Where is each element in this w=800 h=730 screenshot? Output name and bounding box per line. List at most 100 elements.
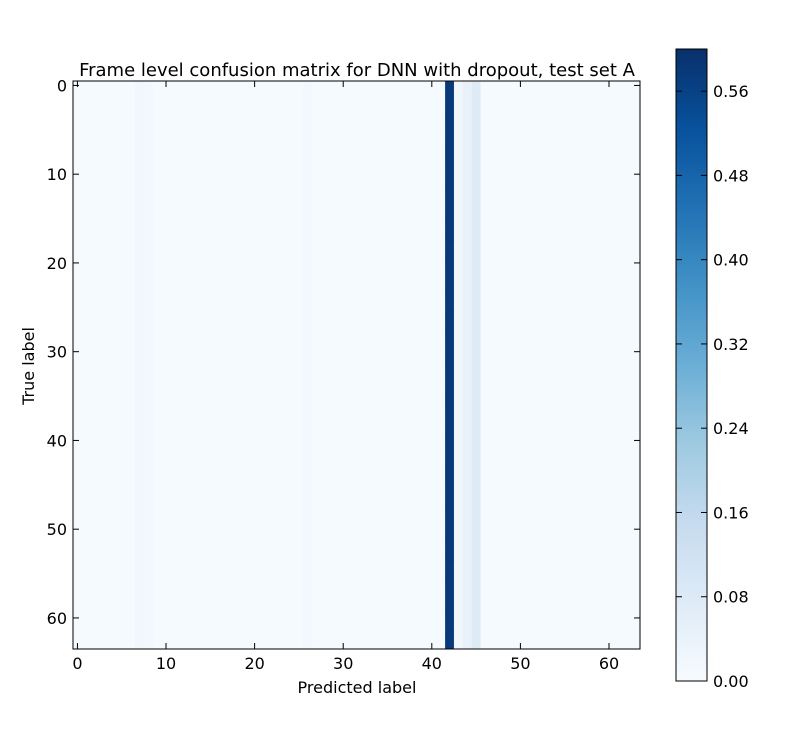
heatmap-cell [631,134,641,144]
heatmap-cell [223,240,233,251]
heatmap-cell [622,515,632,526]
heatmap-cell [400,471,411,481]
heatmap-cell [303,604,313,614]
heatmap-cell [436,223,446,233]
heatmap-cell [338,471,349,481]
heatmap-cell [347,515,357,526]
heatmap-cell [73,515,83,526]
heatmap-cell [383,302,393,313]
heatmap-cell [223,542,233,552]
heatmap-cell [498,205,508,215]
heatmap-cell [586,436,597,446]
heatmap-cell [400,480,411,490]
heatmap-cell [232,302,242,313]
heatmap-cell [135,152,145,162]
heatmap-cell [214,631,225,641]
heatmap-cell [285,542,295,552]
heatmap-cell [365,631,375,641]
heatmap-cell [577,560,588,570]
heatmap-cell [577,427,588,437]
heatmap-cell [560,302,570,313]
heatmap-cell [418,453,428,464]
heatmap-cell [400,400,411,410]
heatmap-cell [197,542,207,552]
heatmap-cell [462,205,473,215]
heatmap-cell [338,302,349,313]
heatmap-cell [604,613,614,623]
heatmap-cell [560,143,570,153]
heatmap-cell [560,214,570,224]
heatmap-cell [135,427,145,437]
heatmap-cell [391,143,402,153]
heatmap-cell [586,89,597,100]
heatmap-cell [294,320,304,330]
heatmap-cell [533,116,543,126]
heatmap-cell [622,373,632,384]
heatmap-cell [409,436,419,446]
heatmap-cell [560,560,570,570]
heatmap-cell [232,231,242,242]
heatmap-cell [595,586,605,597]
heatmap-cell [347,595,357,606]
heatmap-cell [471,338,481,348]
heatmap-cell [471,409,481,419]
heatmap-cell [400,489,411,499]
heatmap-cell [232,498,242,508]
heatmap-cell [471,347,481,357]
heatmap-cell [294,187,304,197]
heatmap-cell [445,444,455,455]
heatmap-cell [515,320,526,330]
heatmap-cell [489,231,499,242]
heatmap-cell [188,515,198,526]
heatmap-cell [418,89,428,100]
heatmap-cell [143,223,154,233]
heatmap-cell [507,595,517,606]
heatmap-cell [329,329,340,339]
heatmap-cell [285,258,295,268]
heatmap-cell [480,418,490,428]
heatmap-cell [338,205,349,215]
heatmap-cell [329,453,340,464]
heatmap-cell [436,453,446,464]
heatmap-cell [267,489,278,499]
heatmap-cell [267,276,278,286]
heatmap-cell [285,81,295,91]
heatmap-cell [409,240,419,251]
heatmap-cell [577,320,588,330]
heatmap-cell [489,640,499,650]
heatmap-cell [188,231,198,242]
heatmap-cell [595,542,605,552]
heatmap-cell [312,311,322,322]
heatmap-cell [480,338,490,348]
heatmap-cell [99,134,109,144]
heatmap-cell [586,622,597,632]
heatmap-cell [197,507,207,517]
heatmap-cell [560,89,570,100]
heatmap-cell [427,382,437,393]
heatmap-cell [188,169,198,180]
heatmap-cell [613,498,623,508]
heatmap-cell [267,223,278,233]
heatmap-cell [161,107,171,117]
heatmap-cell [99,542,109,552]
heatmap-cell [152,489,162,499]
heatmap-cell [108,498,118,508]
heatmap-cell [267,560,278,570]
heatmap-cell [117,515,127,526]
heatmap-cell [409,533,419,543]
heatmap-cell [542,329,552,339]
heatmap-cell [622,285,632,295]
heatmap-cell [613,134,623,144]
heatmap-cell [524,89,535,100]
heatmap-cell [214,302,225,313]
heatmap-cell [321,542,331,552]
x-axis-ticks: 0 10 20 30 40 50 60 [72,81,619,673]
heatmap-cell [480,196,490,206]
heatmap-cell [586,373,597,384]
heatmap-cell [480,507,490,517]
heatmap-cell [250,338,260,348]
heatmap-cell [577,223,588,233]
heatmap-cell [179,347,189,357]
heatmap-cell [347,409,357,419]
heatmap-cell [143,622,154,632]
